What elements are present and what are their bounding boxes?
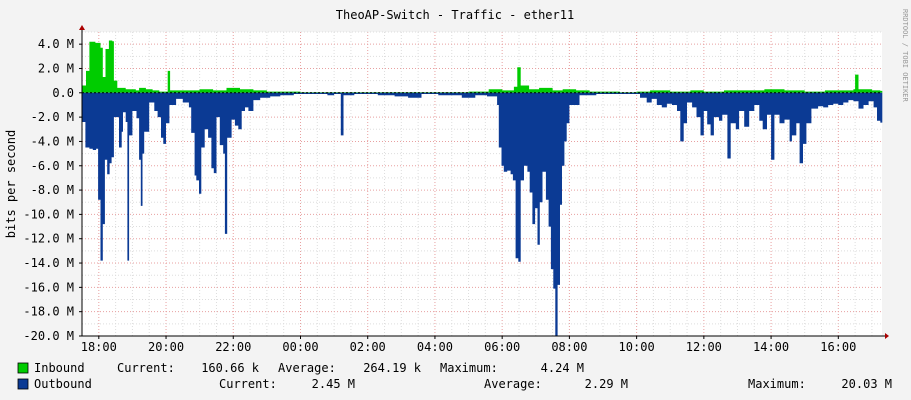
- legend-outbound-average-label: Average:: [484, 377, 542, 391]
- y-tick-label: -16.0 M: [23, 280, 74, 294]
- y-axis-arrow: [79, 25, 85, 30]
- y-tick-label: 2.0 M: [38, 61, 74, 75]
- legend-outbound-maximum-label: Maximum:: [748, 377, 806, 391]
- y-tick-label: -10.0 M: [23, 207, 74, 221]
- x-tick-label: 20:00: [148, 340, 184, 354]
- y-tick-label: -18.0 M: [23, 305, 74, 319]
- legend-inbound-average: 264.19 k: [363, 361, 422, 375]
- legend-outbound-name: Outbound: [34, 377, 92, 391]
- legend-outbound-maximum: 20.03 M: [841, 377, 892, 391]
- axes: 4.0 M 2.0 M 0.0 -2.0 M -4.0 M -6.0 M -8.0 M -10…: [23, 25, 889, 354]
- x-tick-label: 14:00: [753, 340, 789, 354]
- inbound-swatch: [17, 362, 29, 374]
- legend-inbound-maximum: 4.24 M: [541, 361, 584, 375]
- x-tick-label: 06:00: [484, 340, 520, 354]
- x-tick-label: 12:00: [686, 340, 722, 354]
- plot-area: [82, 32, 882, 336]
- series-areas: [82, 40, 883, 336]
- legend-outbound-average: 2.29 M: [585, 377, 628, 391]
- x-tick-label: 22:00: [215, 340, 251, 354]
- legend-outbound-current: 2.45 M: [312, 377, 355, 391]
- outbound-swatch: [17, 378, 29, 390]
- x-tick-label: 04:00: [417, 340, 453, 354]
- x-tick-label: 16:00: [820, 340, 856, 354]
- y-tick-label: -2.0 M: [31, 110, 74, 124]
- legend-outbound-current-label: Current:: [219, 377, 277, 391]
- y-axis-label: bits per second: [4, 130, 18, 238]
- y-tick-label: 4.0 M: [38, 37, 74, 51]
- y-tick-label: -12.0 M: [23, 232, 74, 246]
- watermark: RRDTOOL / TOBI OETIKER: [901, 9, 909, 103]
- legend-inbound-current: 160.66 k: [201, 361, 260, 375]
- legend: Inbound Current: 160.66 k Average: 264.1…: [17, 361, 892, 391]
- x-axis-arrow: [885, 333, 889, 339]
- y-tick-label: -8.0 M: [31, 183, 74, 197]
- legend-inbound-maximum-label: Maximum:: [440, 361, 498, 375]
- y-tick-label: -6.0 M: [31, 159, 74, 173]
- legend-inbound-current-label: Current:: [117, 361, 175, 375]
- legend-inbound-name: Inbound: [34, 361, 85, 375]
- chart-title: TheoAP-Switch - Traffic - ether11: [336, 8, 574, 22]
- x-tick-label: 00:00: [282, 340, 318, 354]
- x-tick-label: 10:00: [619, 340, 655, 354]
- y-tick-label: -4.0 M: [31, 134, 74, 148]
- y-tick-label: -14.0 M: [23, 256, 74, 270]
- y-tick-label: -20.0 M: [23, 329, 74, 343]
- legend-inbound-average-label: Average:: [278, 361, 336, 375]
- x-tick-label: 02:00: [350, 340, 386, 354]
- outbound-area: [82, 92, 883, 336]
- y-tick-label: 0.0: [52, 86, 74, 100]
- x-tick-label: 18:00: [81, 340, 117, 354]
- x-tick-label: 08:00: [551, 340, 587, 354]
